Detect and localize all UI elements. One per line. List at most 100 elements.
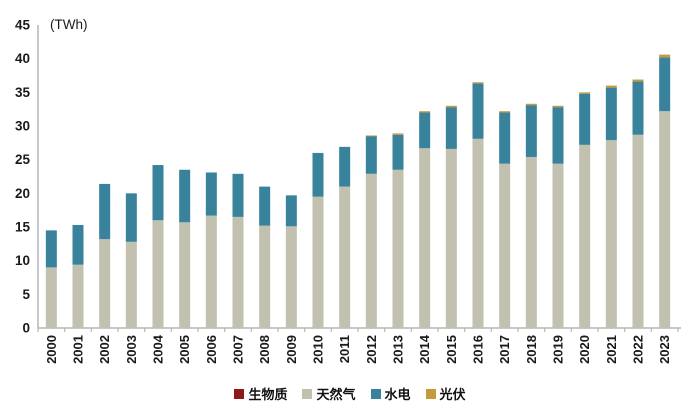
x-tick-label: 2020 <box>577 335 592 364</box>
y-axis-unit-label: (TWh) <box>50 17 88 32</box>
legend-swatch-icon <box>234 388 245 399</box>
x-tick-label: 2010 <box>311 335 326 364</box>
y-tick-label: 10 <box>15 253 30 268</box>
bar-segment-水电 <box>659 57 671 112</box>
legend-item-天然气: 天然气 <box>302 384 356 403</box>
x-tick-label: 2009 <box>284 335 299 364</box>
x-tick-label: 2022 <box>631 335 646 364</box>
bar-segment-光伏 <box>499 111 511 113</box>
bar-segment-天然气 <box>99 239 111 328</box>
bar-segment-天然气 <box>499 163 511 328</box>
x-tick-label: 2004 <box>151 334 166 364</box>
bar-segment-天然气 <box>525 156 537 328</box>
bar-segment-天然气 <box>45 267 57 328</box>
bar-segment-水电 <box>45 230 57 268</box>
bar-segment-水电 <box>152 165 164 221</box>
bar-segment-水电 <box>472 83 484 139</box>
legend-item-光伏: 光伏 <box>425 384 466 403</box>
bar-segment-天然气 <box>125 241 137 328</box>
y-tick-label: 0 <box>22 321 30 336</box>
bar-segment-天然气 <box>445 148 457 328</box>
x-tick-label: 2019 <box>551 335 566 364</box>
bar-segment-光伏 <box>365 135 377 137</box>
bar-segment-天然气 <box>365 173 377 328</box>
legend-label: 生物质 <box>248 387 288 402</box>
bar-segment-水电 <box>179 169 191 223</box>
x-tick-label: 2012 <box>364 335 379 364</box>
legend-item-生物质: 生物质 <box>234 384 287 403</box>
chart-legend: 生物质 天然气 水电 光伏 <box>0 384 700 403</box>
bar-segment-光伏 <box>632 79 644 82</box>
bar-segment-天然气 <box>339 186 351 328</box>
legend-label: 天然气 <box>316 387 356 402</box>
bar-segment-天然气 <box>205 215 217 328</box>
y-tick-label: 30 <box>15 119 30 134</box>
bar-segment-天然气 <box>312 196 324 328</box>
bar-segment-天然气 <box>472 138 484 328</box>
legend-label: 光伏 <box>439 387 466 402</box>
bar-segment-水电 <box>259 186 271 226</box>
bar-segment-水电 <box>312 152 324 197</box>
x-tick-label: 2002 <box>97 335 112 364</box>
bar-segment-水电 <box>205 172 217 216</box>
y-tick-label: 40 <box>15 51 30 66</box>
bar-segment-光伏 <box>552 105 564 108</box>
bar-segment-水电 <box>72 224 84 265</box>
x-tick-label: 2000 <box>44 335 59 364</box>
y-tick-label: 35 <box>15 85 31 100</box>
bar-segment-水电 <box>285 195 297 227</box>
x-tick-label: 2003 <box>124 335 139 364</box>
bar-segment-水电 <box>552 107 564 164</box>
bar-segment-天然气 <box>419 148 431 328</box>
x-tick-label: 2023 <box>657 335 672 364</box>
legend-swatch-icon <box>302 388 313 399</box>
legend-label: 水电 <box>384 387 411 402</box>
bar-segment-水电 <box>365 136 377 174</box>
bar-segment-水电 <box>579 93 591 145</box>
x-tick-label: 2016 <box>471 335 486 364</box>
x-tick-label: 2015 <box>444 335 459 364</box>
bar-segment-天然气 <box>179 222 191 328</box>
bar-segment-水电 <box>445 107 457 149</box>
x-tick-label: 2011 <box>337 335 352 363</box>
bar-segment-天然气 <box>579 144 591 328</box>
x-tick-label: 2021 <box>604 335 619 364</box>
bar-segment-光伏 <box>472 82 484 84</box>
x-tick-label: 2014 <box>417 334 432 364</box>
bar-segment-水电 <box>605 87 617 141</box>
bar-segment-水电 <box>632 81 644 135</box>
x-tick-label: 2017 <box>497 335 512 364</box>
bar-segment-光伏 <box>445 105 457 108</box>
y-tick-label: 45 <box>15 18 31 33</box>
bar-segment-水电 <box>99 183 111 240</box>
bar-segment-水电 <box>125 193 137 242</box>
y-tick-label: 25 <box>15 152 31 167</box>
x-tick-label: 2008 <box>257 335 272 364</box>
x-tick-label: 2007 <box>231 335 246 364</box>
bar-segment-天然气 <box>605 140 617 328</box>
bar-segment-光伏 <box>392 133 404 135</box>
bar-segment-水电 <box>392 134 404 170</box>
bar-segment-天然气 <box>552 163 564 328</box>
bar-segment-光伏 <box>579 92 591 94</box>
x-tick-label: 2006 <box>204 335 219 364</box>
x-tick-label: 2013 <box>391 335 406 364</box>
bar-segment-天然气 <box>152 220 164 328</box>
bar-segment-天然气 <box>259 225 271 328</box>
bar-segment-光伏 <box>659 54 671 58</box>
bar-segment-天然气 <box>659 111 671 328</box>
bar-segment-光伏 <box>525 103 537 106</box>
y-tick-label: 20 <box>15 186 30 201</box>
bar-segment-天然气 <box>392 169 404 328</box>
legend-item-水电: 水电 <box>370 384 411 403</box>
bar-segment-天然气 <box>632 134 644 328</box>
x-tick-label: 2001 <box>71 335 86 364</box>
bar-segment-水电 <box>232 173 244 217</box>
y-tick-label: 15 <box>15 220 31 235</box>
bar-segment-天然气 <box>72 264 84 328</box>
x-tick-label: 2018 <box>524 335 539 364</box>
legend-swatch-icon <box>370 388 381 399</box>
bar-segment-水电 <box>339 146 351 187</box>
y-tick-label: 5 <box>22 287 30 302</box>
